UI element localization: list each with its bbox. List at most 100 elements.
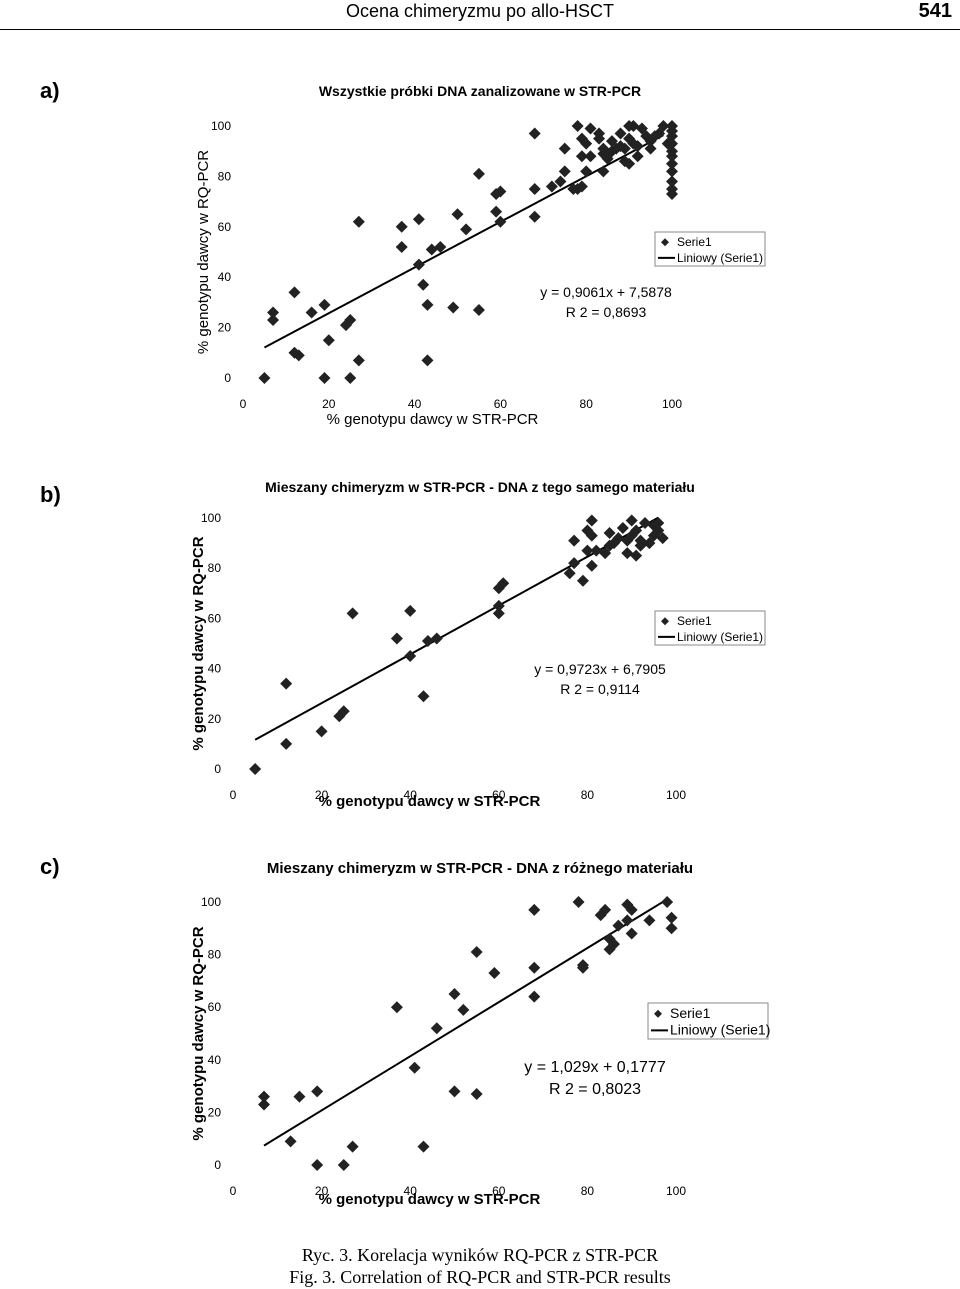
regression-equation: y = 0,9061x + 7,5878	[540, 284, 672, 300]
data-point	[612, 919, 625, 932]
data-point	[434, 240, 447, 253]
legend-series-label: Serie1	[670, 1005, 711, 1021]
legend-box	[654, 231, 766, 267]
data-point	[621, 547, 634, 560]
data-point	[575, 150, 588, 163]
panel-label: a)	[40, 78, 60, 103]
data-point	[352, 215, 365, 228]
data-point	[661, 896, 674, 908]
data-point	[408, 1061, 421, 1074]
data-point	[390, 632, 403, 645]
data-point	[572, 896, 585, 908]
x-tick-label: 100	[666, 788, 686, 802]
x-tick-label: 0	[230, 1184, 237, 1198]
data-point	[638, 517, 651, 530]
data-point	[457, 1003, 470, 1016]
legend-trend-label: Liniowy (Serie1)	[670, 1021, 770, 1037]
data-point	[337, 1159, 350, 1171]
data-point	[612, 532, 625, 545]
data-point	[528, 210, 541, 223]
data-point	[311, 1159, 324, 1171]
data-point	[644, 142, 657, 155]
y-tick-label: 100	[201, 895, 221, 909]
data-point	[634, 534, 647, 547]
y-tick-label: 60	[208, 611, 222, 625]
y-tick-label: 80	[208, 948, 222, 962]
data-point	[657, 120, 670, 132]
scatter-chart-b: Mieszany chimeryzm w STR-PCR - DNA z teg…	[190, 479, 766, 810]
data-point	[581, 544, 594, 557]
data-point	[395, 240, 408, 253]
data-point	[585, 559, 598, 572]
y-axis-label: % genotypu dawcy w RQ-PCR	[195, 150, 212, 354]
regression-equation: y = 1,029x + 0,1777	[524, 1059, 666, 1076]
data-point	[346, 607, 359, 620]
data-point	[666, 165, 678, 178]
data-point	[610, 142, 623, 155]
data-point	[568, 557, 581, 570]
y-tick-label: 40	[208, 1053, 222, 1067]
caption-english: Fig. 3. Correlation of RQ-PCR and STR-PC…	[289, 1267, 671, 1287]
data-point	[603, 539, 616, 552]
data-point	[571, 120, 584, 132]
r-squared-label: R 2 = 0,8693	[566, 304, 647, 320]
x-tick-label: 60	[492, 1184, 506, 1198]
chart-panel-c: c) Mieszany chimeryzm w STR-PCR - DNA z …	[0, 846, 960, 1226]
data-point	[580, 137, 593, 150]
data-point	[412, 213, 425, 226]
legend-series-label: Serie1	[677, 235, 712, 249]
data-point	[267, 306, 280, 319]
data-point	[494, 215, 507, 228]
x-axis-label: % genotypu dawcy w STR-PCR	[319, 1191, 541, 1208]
data-point	[585, 529, 598, 542]
y-axis-label: % genotypu dawcy w RQ-PCR	[190, 536, 207, 750]
data-point	[666, 137, 678, 150]
data-point	[425, 243, 438, 256]
y-tick-label: 40	[208, 662, 222, 676]
data-point	[576, 574, 589, 587]
data-point	[644, 135, 657, 148]
y-tick-label: 20	[208, 1105, 222, 1119]
data-point	[627, 120, 640, 132]
x-tick-label: 100	[666, 1184, 686, 1198]
x-tick-label: 60	[494, 397, 508, 411]
figure-caption: Ryc. 3. Korelacja wyników RQ-PCR z STR-P…	[0, 1244, 960, 1288]
page-number: 541	[918, 0, 952, 22]
chart-panel-a: a) Wszystkie próbki DNA zanalizowane w S…	[0, 60, 960, 450]
data-point	[318, 372, 331, 384]
data-point	[472, 167, 485, 180]
data-point	[625, 514, 638, 527]
data-point	[470, 1087, 483, 1100]
data-point	[352, 354, 365, 367]
data-point	[293, 1090, 306, 1103]
x-tick-label: 40	[408, 397, 422, 411]
data-point	[666, 130, 678, 143]
data-point	[421, 298, 434, 311]
legend-marker-diamond	[654, 1009, 662, 1018]
data-point	[460, 223, 473, 236]
data-point	[585, 514, 598, 527]
x-tick-label: 0	[230, 788, 237, 802]
data-point	[344, 372, 357, 384]
chart-title: Mieszany chimeryzm w STR-PCR - DNA z róż…	[267, 860, 693, 877]
data-point	[631, 140, 644, 153]
scatter-chart-c: Mieszany chimeryzm w STR-PCR - DNA z róż…	[190, 860, 770, 1208]
data-point	[590, 544, 603, 557]
legend-box	[654, 610, 766, 646]
data-point	[593, 132, 606, 145]
data-point	[492, 607, 505, 620]
data-point	[652, 517, 665, 530]
y-tick-label: 0	[214, 1158, 221, 1172]
x-tick-label: 60	[492, 788, 506, 802]
data-point	[249, 763, 262, 775]
legend-marker-diamond	[661, 617, 669, 626]
data-point	[528, 183, 541, 195]
data-point	[390, 1001, 403, 1014]
y-tick-label: 20	[208, 712, 222, 726]
y-axis-label: % genotypu dawcy w RQ-PCR	[190, 926, 207, 1140]
data-point	[490, 205, 503, 218]
data-point	[346, 1140, 359, 1153]
y-tick-label: 80	[218, 169, 232, 183]
data-point	[665, 922, 678, 935]
data-point	[625, 903, 638, 916]
